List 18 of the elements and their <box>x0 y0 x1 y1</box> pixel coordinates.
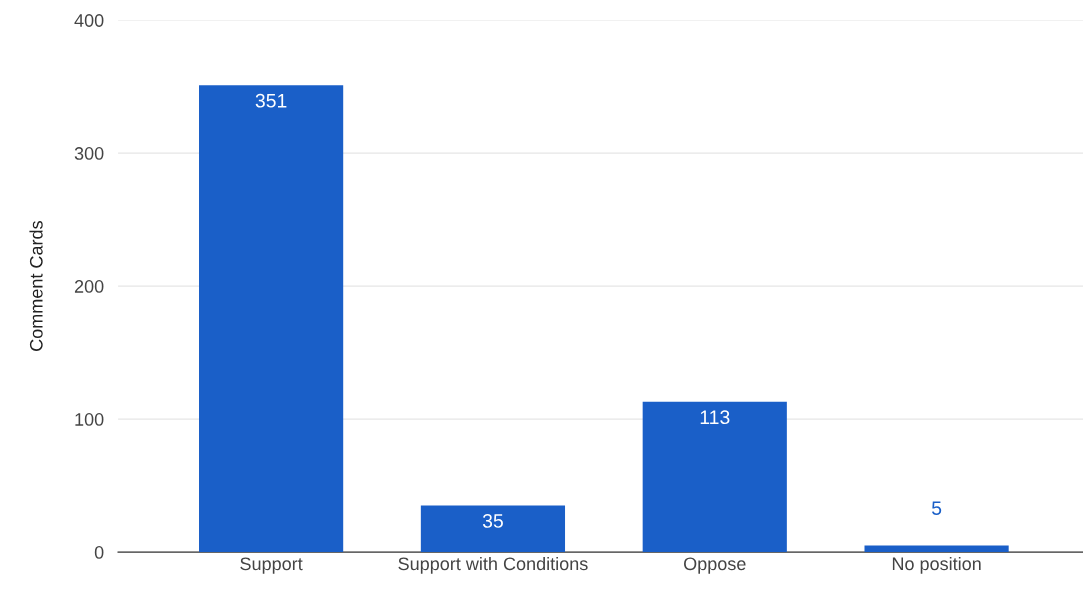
bar <box>642 401 787 553</box>
data-label: 35 <box>482 514 503 528</box>
bar <box>420 505 566 553</box>
bar <box>864 545 1009 553</box>
data-label: 351 <box>255 93 287 108</box>
x-tick-label: Support with Conditions <box>398 556 588 574</box>
y-axis-title: Comment Cards <box>29 221 43 351</box>
data-label: 5 <box>931 501 942 515</box>
y-tick-label: 100 <box>75 413 104 426</box>
bar <box>199 85 344 553</box>
y-tick-label: 0 <box>94 546 104 559</box>
y-tick-label: 200 <box>74 280 104 293</box>
x-tick-label: No position <box>892 556 981 574</box>
x-tick-label: Oppose <box>684 557 746 574</box>
y-tick-label: 400 <box>74 14 104 27</box>
data-label: 113 <box>700 410 730 425</box>
x-tick-label: Support <box>240 557 303 574</box>
y-tick-label: 300 <box>74 147 104 160</box>
